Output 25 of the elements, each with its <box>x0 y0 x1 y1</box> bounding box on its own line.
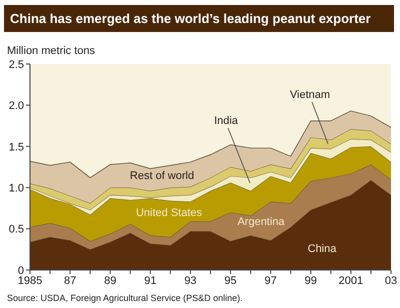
y-tick-label: 2.5 <box>8 58 24 71</box>
x-tick-label: 87 <box>64 274 76 287</box>
y-tick-label: 1.0 <box>8 182 24 195</box>
y-tick-label: 1.5 <box>8 141 24 154</box>
x-tick-label: 89 <box>104 274 116 287</box>
x-tick-label: 93 <box>184 274 197 287</box>
y-tick-label: 0 <box>18 264 24 277</box>
x-tick-label: 1985 <box>18 274 42 287</box>
text: Vietnam <box>290 89 330 101</box>
x-tick-label: 2001 <box>338 274 364 287</box>
x-tick-label: 97 <box>264 274 277 287</box>
chart-title: China has emerged as the world’s leading peanut exporter <box>4 5 394 32</box>
y-axis-title: Million metric tons <box>7 45 96 57</box>
y-tick-label: 2.0 <box>8 100 24 112</box>
x-tick-label: 03 <box>384 274 398 287</box>
series-label: Rest of world <box>130 170 194 182</box>
series-label: Argentina <box>237 216 285 228</box>
series-label: China <box>308 243 336 255</box>
y-tick-label: 0.5 <box>8 224 24 236</box>
text: India <box>214 115 238 127</box>
source-note: Source: USDA, Foreign Agricultural Service (PS&D online). <box>7 293 243 303</box>
x-tick-label: 95 <box>224 274 237 287</box>
x-tick-label: 99 <box>304 274 317 287</box>
x-tick-label: 91 <box>144 274 156 287</box>
series-label: United States <box>136 207 202 219</box>
